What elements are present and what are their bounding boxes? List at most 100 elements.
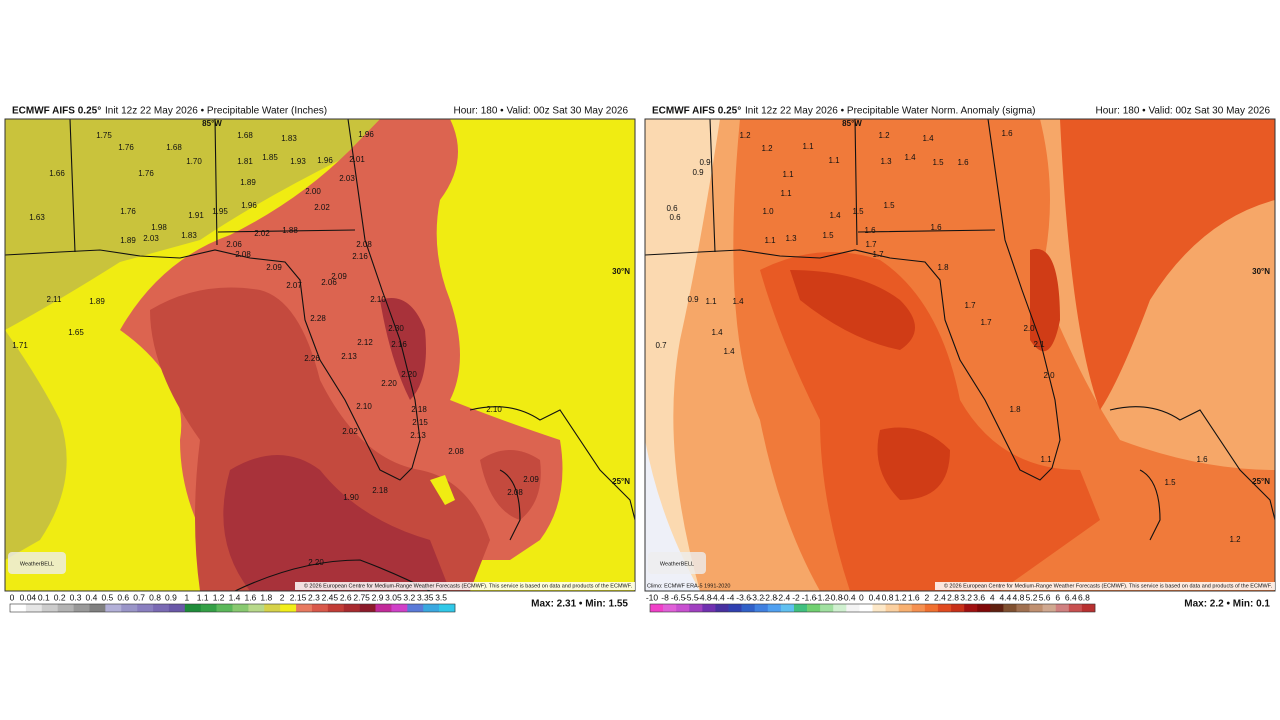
station-value: 1.7: [964, 301, 976, 310]
colorbar-cell: [121, 604, 138, 612]
colorbar-label: 6: [1055, 592, 1060, 602]
station-value: 0.6: [666, 204, 678, 213]
copyright: © 2026 European Centre for Medium-Range …: [944, 582, 1273, 589]
station-value: 2.16: [352, 252, 368, 261]
colorbar-cell: [780, 604, 795, 612]
station-value: 2.0: [1023, 324, 1035, 333]
colorbar-cell: [846, 604, 860, 612]
colorbar-cell: [41, 604, 58, 612]
colorbar-cell: [359, 604, 376, 612]
station-value: 2.18: [411, 405, 427, 414]
station-value: 2.09: [266, 263, 282, 272]
colorbar-cell: [375, 604, 392, 612]
station-value: 1.6: [957, 158, 969, 167]
station-value: 1.71: [12, 341, 28, 350]
colorbar-label: 2.6: [340, 592, 352, 602]
colorbar-label: 2.45: [322, 592, 339, 602]
colorbar-label: 5.2: [1026, 592, 1038, 602]
colorbar-label: 0.9: [165, 592, 177, 602]
climo: Climo: ECMWF ERA-5 1991-2020: [647, 583, 730, 589]
station-value: 0.9: [687, 295, 699, 304]
colorbar-label: 1: [184, 592, 189, 602]
colorbar-label: 2.8: [947, 592, 959, 602]
station-value: 1.68: [166, 143, 182, 152]
subtitle: Init 12z 22 May 2026 • Precipitable Wate…: [745, 106, 1035, 117]
colorbar-label: -3.6: [736, 592, 751, 602]
colorbar-label: -3.2: [749, 592, 764, 602]
colorbar-label: 2.3: [308, 592, 320, 602]
station-value: 1.1: [782, 170, 794, 179]
colorbar-label: -0.8: [828, 592, 843, 602]
copyright-bg: [295, 582, 635, 590]
colorbar-label: 0.5: [101, 592, 113, 602]
colorbar-label: -6.5: [671, 592, 686, 602]
station-value: 2.13: [410, 431, 426, 440]
dynamic-layer: 1.751.76 1.681.68 1.83 1.961.661.70 1.81 1.85…: [9, 119, 1270, 613]
station-value: 0.9: [699, 158, 711, 167]
station-value: 1.4: [732, 297, 744, 306]
colorbar-cell: [728, 604, 742, 612]
left-map: [5, 119, 635, 591]
colorbar-label: 5.6: [1039, 592, 1051, 602]
grid-label: 25°N: [612, 477, 630, 486]
coastlines-right-extra: [709, 118, 1276, 541]
station-value: 2.26: [304, 354, 320, 363]
colorbar-cell: [793, 604, 808, 612]
station-value: 1.5: [932, 158, 944, 167]
max-min: Max: 2.31 • Min: 1.55: [531, 599, 628, 610]
colorbar-frame: [649, 603, 1096, 613]
station-value: 2.10: [370, 295, 386, 304]
colorbar-cell: [1068, 604, 1083, 612]
colorbar-label: 1.1: [197, 592, 209, 602]
station-value: 1.4: [904, 153, 916, 162]
station-value: 1.83: [281, 134, 297, 143]
colorbar-cell: [741, 604, 756, 612]
colorbar-label: 0.3: [70, 592, 82, 602]
copyright-bg: [935, 582, 1275, 590]
colorbar-cell: [977, 604, 991, 612]
station-value: 0.7: [655, 341, 667, 350]
colorbar-label: 3.35: [417, 592, 434, 602]
colorbar-label: -5.5: [684, 592, 699, 602]
logo: WeatherBELL: [20, 561, 54, 567]
station-value: 1.89: [89, 297, 105, 306]
station-value: 1.6: [864, 226, 876, 235]
station-value: 1.1: [802, 142, 814, 151]
station-value: 1.76: [118, 143, 134, 152]
colorbar-label: 1.6: [908, 592, 920, 602]
station-value: 1.8: [1009, 405, 1021, 414]
colorbar-cell: [911, 604, 926, 612]
colorbar-cell: [343, 604, 360, 612]
station-value: 1.5: [1164, 478, 1176, 487]
colorbar-cell: [137, 604, 154, 612]
station-value: 1.1: [705, 297, 717, 306]
station-value: 2.06: [226, 240, 242, 249]
colorbar-label: 2.75: [353, 592, 370, 602]
colorbar-cell: [73, 604, 90, 612]
colorbar-cell: [937, 604, 952, 612]
colorbar-label: -4.4: [710, 592, 725, 602]
station-value: 1.7: [872, 250, 884, 259]
station-value: 2.15: [412, 418, 428, 427]
station-value: 1.70: [186, 157, 202, 166]
station-value: 1.63: [29, 213, 45, 222]
station-value: 2.13: [341, 352, 357, 361]
colorbar-cell: [25, 604, 43, 612]
station-value: 2.18: [372, 486, 388, 495]
station-value: 1.2: [761, 144, 773, 153]
station-value: 1.96: [358, 130, 374, 139]
valid-time: Hour: 180 • Valid: 00z Sat 30 May 2026: [1095, 106, 1270, 117]
colorbar-frame: [9, 603, 456, 613]
station-value: 1.2: [1229, 535, 1241, 544]
colorbar-label: 3.6: [973, 592, 985, 602]
station-value: 1.81: [237, 157, 253, 166]
station-value: 1.5: [822, 231, 834, 240]
colorbar-label: 2.4: [934, 592, 946, 602]
colorbar-cell: [153, 604, 170, 612]
station-value: 1.4: [922, 134, 934, 143]
station-value: 1.83: [181, 231, 197, 240]
station-value: 2.09: [523, 475, 539, 484]
station-value: 1.7: [980, 318, 992, 327]
colorbar-cell: [833, 604, 847, 612]
colorbar-cell: [650, 604, 664, 612]
